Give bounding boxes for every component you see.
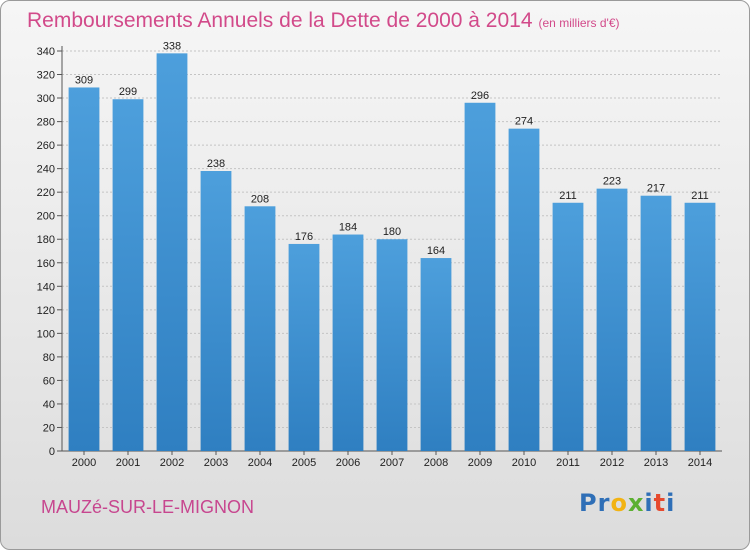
chart-subtitle: (en milliers d'€) <box>538 16 620 30</box>
data-label: 164 <box>427 245 445 257</box>
x-tick-label: 2000 <box>72 457 96 469</box>
y-tick-label: 160 <box>37 258 55 270</box>
x-tick-label: 2003 <box>204 457 228 469</box>
x-tick-label: 2012 <box>600 457 624 469</box>
x-tick-label: 2011 <box>556 457 580 469</box>
logo-letter: r <box>597 489 611 517</box>
data-label: 176 <box>295 231 313 243</box>
y-tick-label: 180 <box>37 234 55 246</box>
y-tick-label: 340 <box>37 46 55 58</box>
bar <box>288 243 320 451</box>
data-label: 211 <box>691 190 709 202</box>
bar <box>464 102 496 451</box>
x-tick-label: 2009 <box>468 457 492 469</box>
bar <box>552 202 584 451</box>
y-tick-label: 280 <box>37 117 55 129</box>
data-label: 208 <box>251 193 269 205</box>
data-label: 274 <box>515 116 533 128</box>
data-label: 180 <box>383 226 401 238</box>
bar <box>112 99 144 451</box>
y-tick-label: 120 <box>37 305 55 317</box>
logo-letter: x <box>627 489 645 517</box>
x-tick-label: 2004 <box>248 457 272 469</box>
data-label: 238 <box>207 158 225 170</box>
y-tick-label: 220 <box>37 187 55 199</box>
y-tick-label: 20 <box>43 422 55 434</box>
x-tick-label: 2014 <box>688 457 712 469</box>
x-tick-label: 2006 <box>336 457 360 469</box>
x-tick-label: 2013 <box>644 457 668 469</box>
x-tick-label: 2010 <box>512 457 536 469</box>
bar <box>420 258 452 451</box>
x-tick-label: 2008 <box>424 457 448 469</box>
logo-letter: P <box>579 489 598 517</box>
commune-name: MAUZé-SUR-LE-MIGNON <box>41 497 255 517</box>
bar <box>244 206 276 451</box>
data-label: 299 <box>119 86 137 98</box>
bar <box>332 234 364 451</box>
y-tick-label: 0 <box>49 446 55 458</box>
bar <box>68 87 100 452</box>
logo-letter: t <box>653 489 667 517</box>
data-label: 211 <box>559 190 577 202</box>
chart-title: Remboursements Annuels de la Dette de 20… <box>27 9 620 33</box>
bar <box>596 188 628 451</box>
y-tick-label: 140 <box>37 281 55 293</box>
logo-letter: i <box>644 489 654 517</box>
x-tick-label: 2005 <box>292 457 316 469</box>
y-tick-label: 300 <box>37 93 55 105</box>
x-tick-label: 2001 <box>116 457 140 469</box>
y-tick-label: 60 <box>43 375 55 387</box>
x-tick-label: 2007 <box>380 457 404 469</box>
y-tick-label: 240 <box>37 164 55 176</box>
y-tick-label: 100 <box>37 328 55 340</box>
logo-letter: o <box>610 489 628 517</box>
x-tick-label: 2002 <box>160 457 184 469</box>
y-tick-label: 260 <box>37 140 55 152</box>
bar <box>376 239 408 451</box>
data-label: 223 <box>603 176 621 188</box>
y-tick-label: 80 <box>43 352 55 364</box>
y-tick-label: 200 <box>37 211 55 223</box>
bar <box>156 53 188 452</box>
data-label: 309 <box>75 74 93 86</box>
chart-title-text: Remboursements Annuels de la Dette de 20… <box>27 9 533 32</box>
data-label: 338 <box>163 40 181 52</box>
logo-letter: i <box>666 489 676 517</box>
bar <box>508 128 540 451</box>
proxiti-logo: Proxiti <box>579 489 675 517</box>
data-label: 184 <box>339 222 357 234</box>
data-label: 217 <box>647 183 665 195</box>
y-tick-label: 40 <box>43 399 55 411</box>
y-tick-label: 320 <box>37 70 55 82</box>
bar <box>684 202 716 451</box>
data-label: 296 <box>471 90 489 102</box>
bar <box>640 195 672 451</box>
bar <box>200 171 232 451</box>
